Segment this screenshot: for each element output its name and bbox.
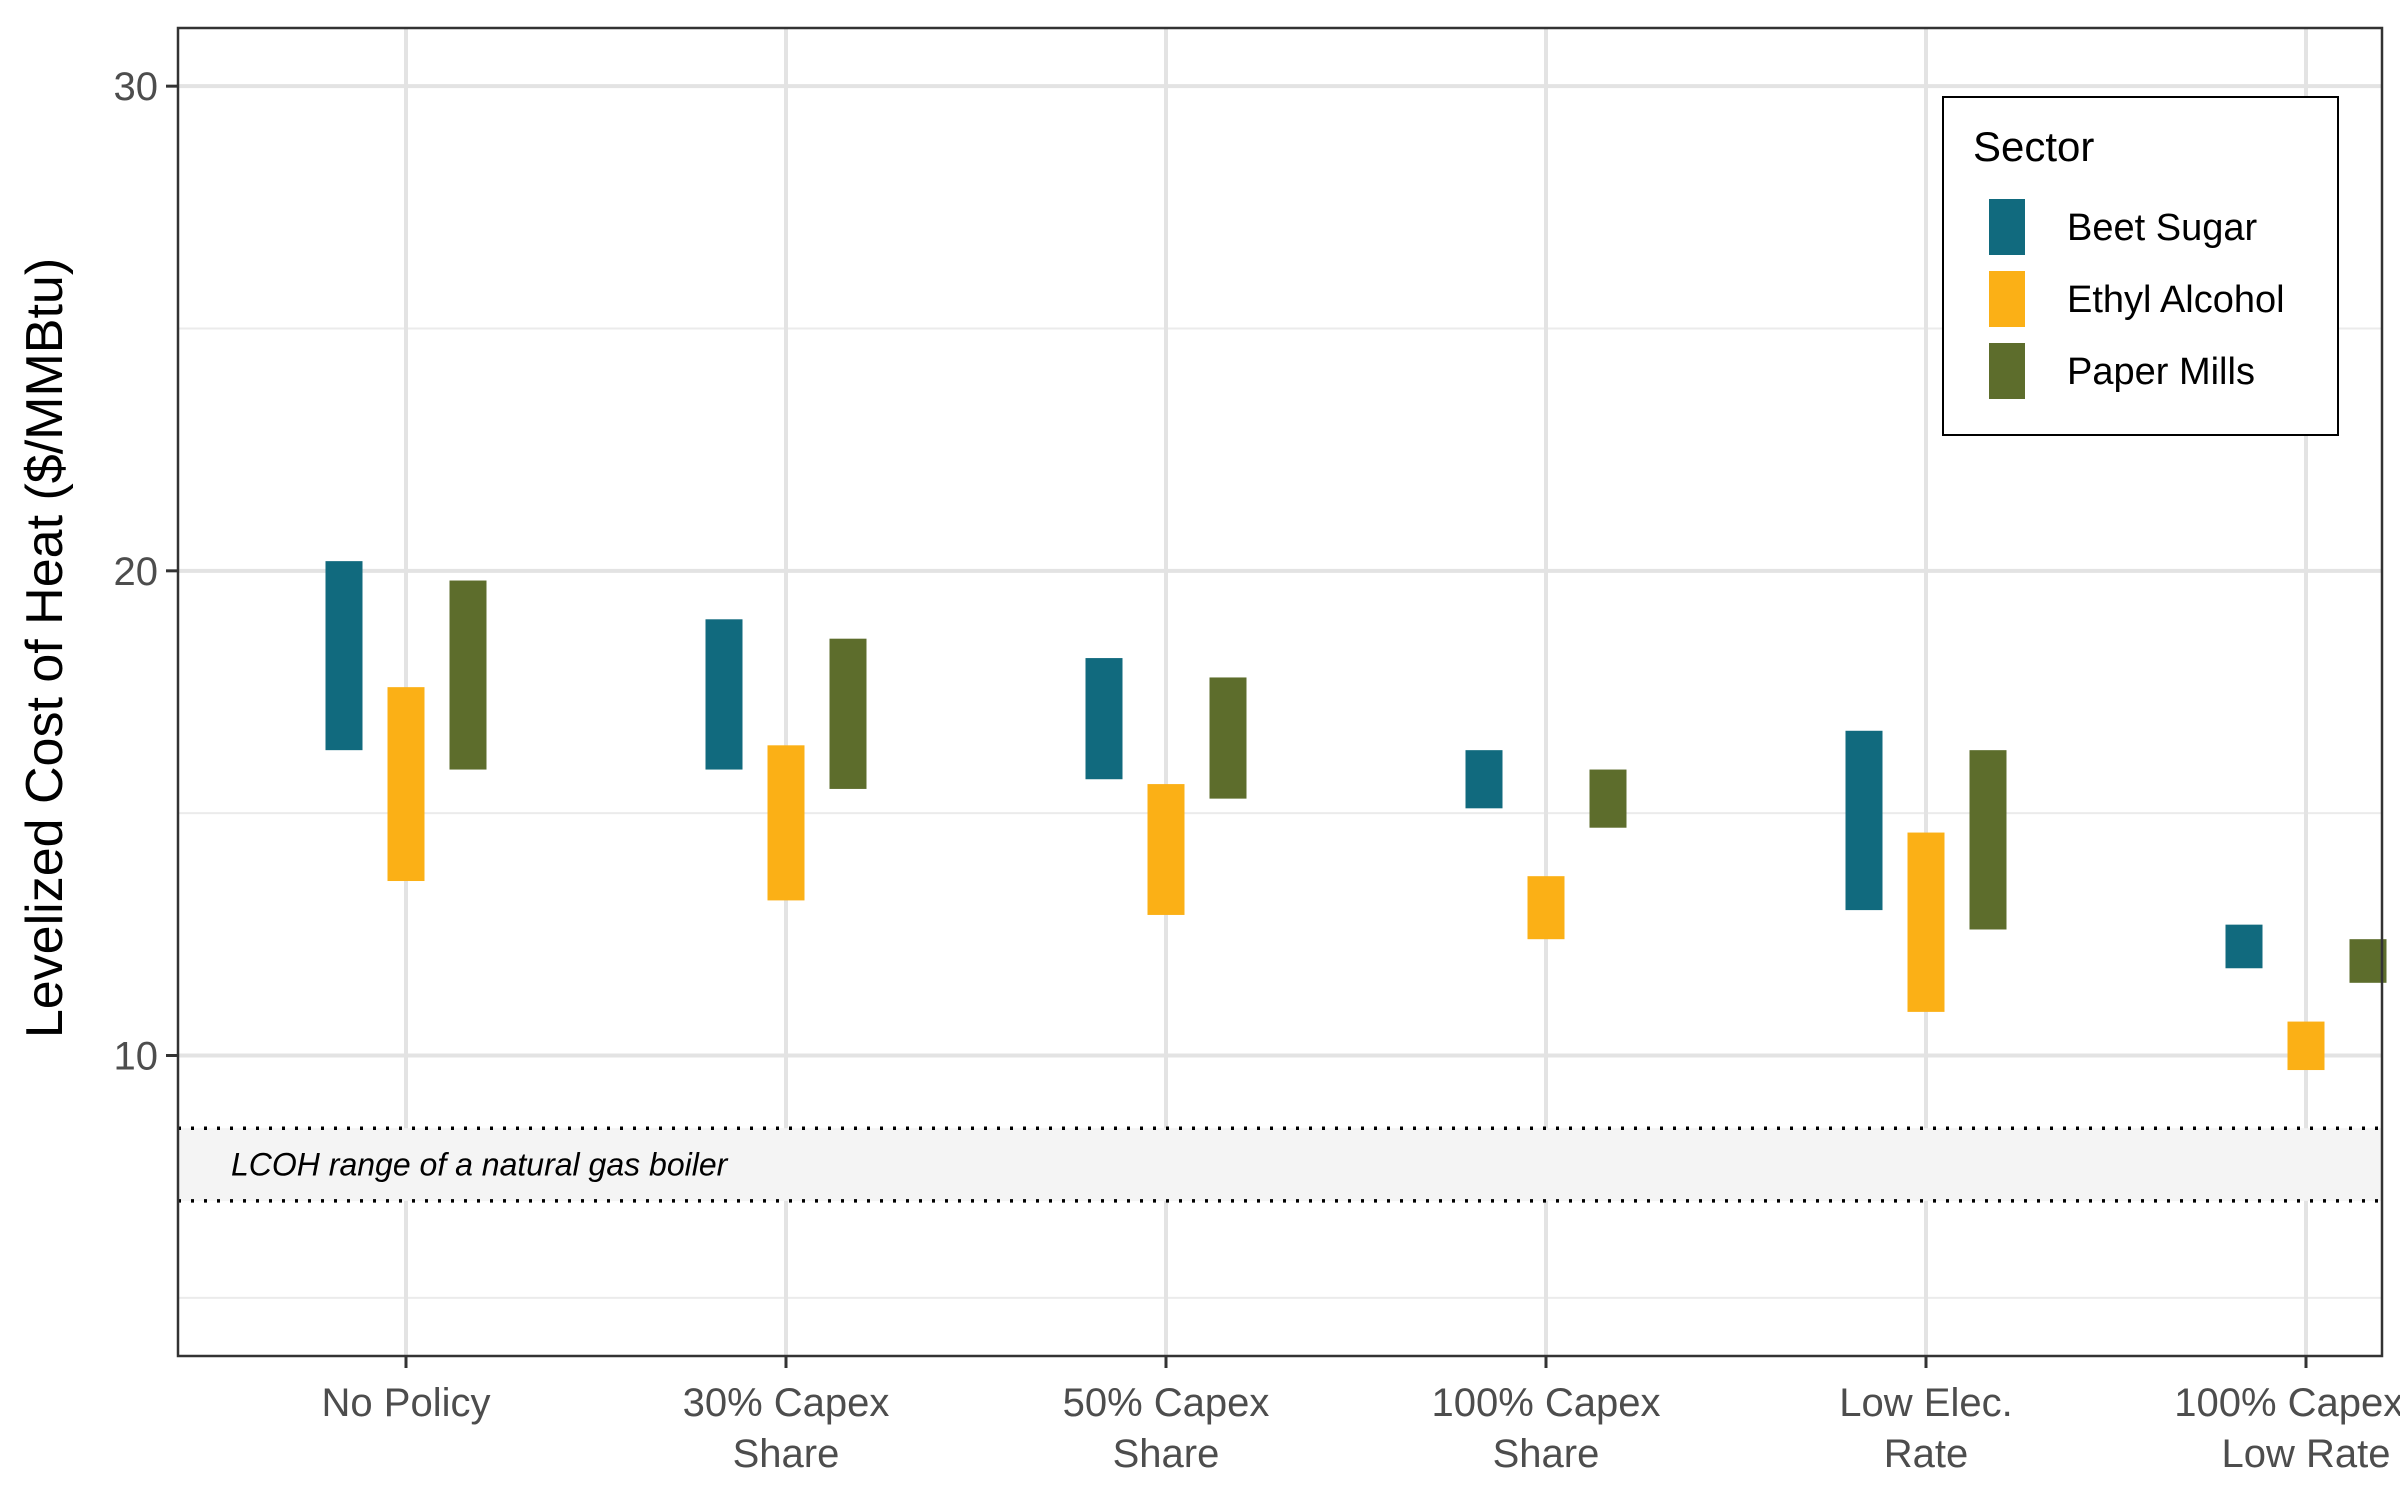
bar-beet-sugar bbox=[326, 561, 363, 750]
x-tick-label: Low Rate bbox=[2222, 1432, 2391, 1476]
x-tick-label: 100% Capex bbox=[1431, 1381, 1660, 1425]
y-tick-label: 20 bbox=[114, 550, 159, 594]
bar-paper-mills bbox=[1970, 750, 2007, 929]
bar-ethyl-alcohol bbox=[388, 687, 425, 881]
bar-ethyl-alcohol bbox=[1528, 876, 1565, 939]
x-tick-label: Rate bbox=[1884, 1432, 1969, 1476]
bar-beet-sugar bbox=[2226, 925, 2263, 969]
bar-ethyl-alcohol bbox=[2288, 1022, 2325, 1070]
x-tick-label: 100% Capex + bbox=[2174, 1381, 2400, 1425]
x-tick-label: 50% Capex bbox=[1063, 1381, 1270, 1425]
y-tick-label: 30 bbox=[114, 65, 159, 109]
y-tick-label: 10 bbox=[114, 1035, 159, 1079]
bar-beet-sugar bbox=[1466, 750, 1503, 808]
bar-beet-sugar bbox=[1086, 658, 1123, 779]
bar-ethyl-alcohol bbox=[1148, 784, 1185, 915]
bar-beet-sugar bbox=[706, 619, 743, 769]
bar-paper-mills bbox=[1210, 677, 1247, 798]
x-tick-label: Share bbox=[1493, 1432, 1600, 1476]
legend-title: Sector bbox=[1973, 123, 2094, 170]
x-tick-label: Low Elec. bbox=[1839, 1381, 2012, 1425]
bar-beet-sugar bbox=[1846, 731, 1883, 910]
bar-paper-mills bbox=[1590, 770, 1627, 828]
bar-ethyl-alcohol bbox=[768, 745, 805, 900]
legend-swatch bbox=[1989, 271, 2025, 327]
legend: Sector Beet Sugar Ethyl Alcohol Paper Mills bbox=[1943, 97, 2338, 435]
x-tick-label: Share bbox=[733, 1432, 840, 1476]
reference-band-label: LCOH range of a natural gas boiler bbox=[231, 1147, 729, 1183]
bar-paper-mills bbox=[830, 639, 867, 789]
y-axis-title: Levelized Cost of Heat ($/MMBtu) bbox=[16, 258, 74, 1038]
legend-swatch bbox=[1989, 343, 2025, 399]
x-tick-label: Share bbox=[1113, 1432, 1220, 1476]
bar-paper-mills bbox=[450, 581, 487, 770]
legend-label: Paper Mills bbox=[2067, 351, 2255, 393]
x-tick-label: 30% Capex bbox=[683, 1381, 890, 1425]
legend-swatch bbox=[1989, 199, 2025, 255]
legend-label: Beet Sugar bbox=[2067, 207, 2257, 249]
bar-ethyl-alcohol bbox=[1908, 833, 1945, 1012]
legend-label: Ethyl Alcohol bbox=[2067, 279, 2285, 321]
x-tick-label: No Policy bbox=[322, 1381, 491, 1425]
